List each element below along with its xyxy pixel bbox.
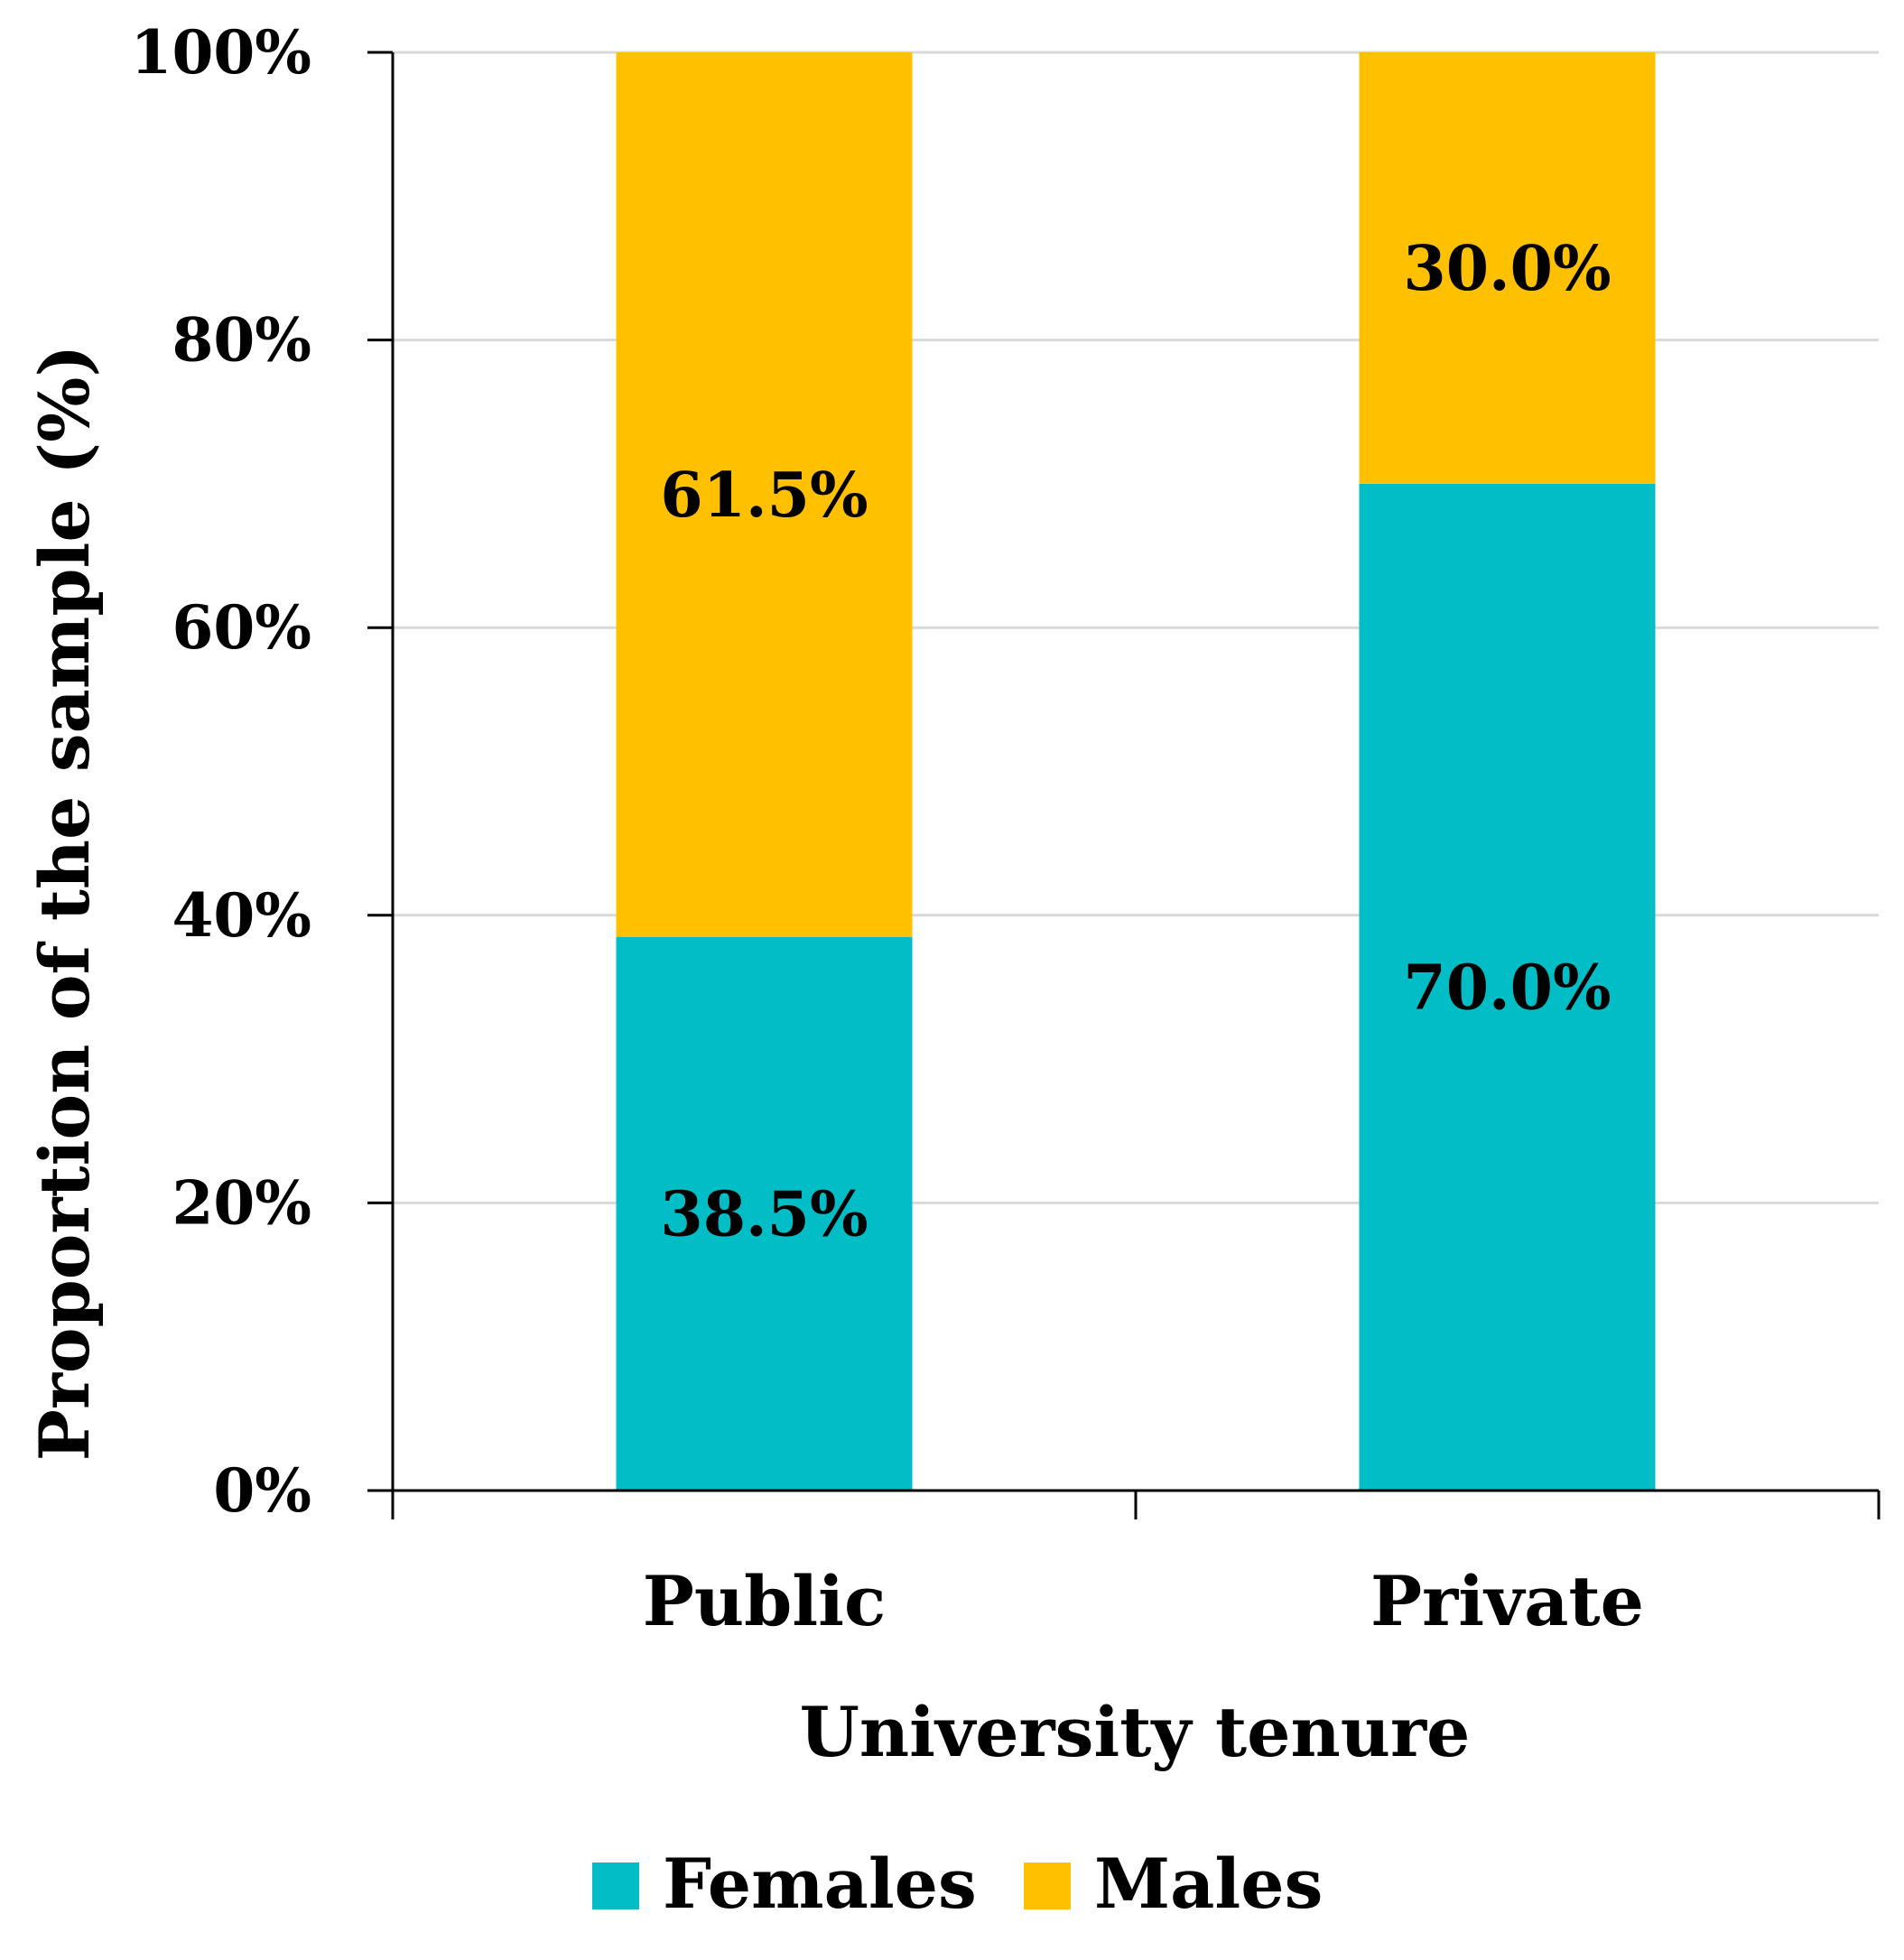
data-label-females-public: 38.5% — [660, 1178, 868, 1250]
y-axis-title: Proportion of the sample (%) — [24, 345, 105, 1462]
y-tick-label: 80% — [172, 305, 311, 376]
legend-label-males: Males — [1094, 1844, 1323, 1924]
gridlines — [393, 51, 1879, 1204]
bar-females-private — [1359, 483, 1656, 1491]
y-tick-label: 100% — [131, 17, 311, 88]
bar-males-private — [1359, 52, 1656, 484]
y-tick-label: 0% — [213, 1455, 311, 1526]
bar-females-public — [616, 936, 913, 1491]
data-label-males-private: 30.0% — [1403, 233, 1611, 305]
y-tick-label: 20% — [172, 1167, 311, 1238]
legend-swatch-females — [592, 1862, 639, 1909]
axes — [367, 51, 1881, 1519]
bars — [616, 52, 1656, 1491]
y-tick-label: 40% — [172, 880, 311, 951]
legend: Females Males — [592, 1844, 1323, 1924]
legend-label-females: Females — [663, 1844, 977, 1924]
data-label-females-private: 70.0% — [1403, 952, 1611, 1024]
y-tick-labels: 0% 20% 40% 60% 80% 100% — [131, 17, 311, 1526]
legend-swatch-males — [1024, 1862, 1071, 1909]
data-labels: 38.5% 61.5% 70.0% 30.0% — [660, 233, 1611, 1250]
y-tick-label: 60% — [172, 592, 311, 663]
data-label-males-public: 61.5% — [660, 460, 868, 532]
x-category-label: Private — [1370, 1561, 1644, 1641]
x-category-label: Public — [643, 1561, 887, 1641]
x-category-labels: Public Private — [643, 1561, 1644, 1641]
bar-males-public — [616, 52, 913, 937]
x-axis-title: University tenure — [800, 1692, 1471, 1772]
